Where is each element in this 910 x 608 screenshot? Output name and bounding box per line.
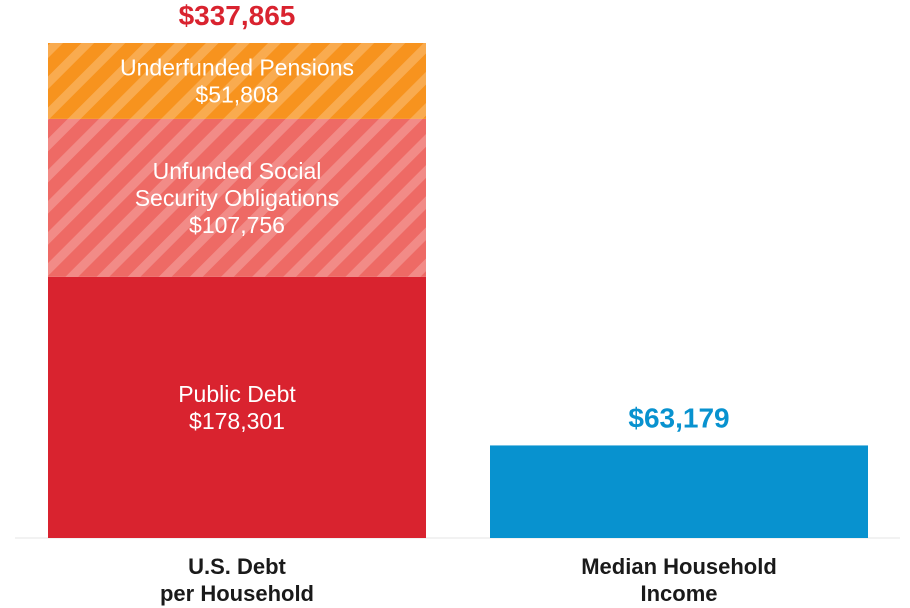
category-label-1-2: per Household (160, 581, 314, 606)
segment-label-unfunded-social-1: Unfunded Social (153, 158, 322, 184)
segment-label-public-debt-1: Public Debt (178, 381, 296, 407)
bar-segment-public-debt (48, 276, 426, 538)
total-label-2: $63,179 (628, 402, 729, 433)
bar-segment-bar-2 (490, 445, 868, 538)
bar-segment-stripes-underfunded-pensions (48, 43, 426, 119)
total-label-1: $337,865 (179, 0, 296, 31)
category-label-2-2: Income (640, 581, 717, 606)
segment-label-unfunded-social-2: Security Obligations (135, 185, 340, 211)
segment-label-underfunded-pensions-1: Underfunded Pensions (120, 54, 354, 80)
bar-segment-stripes-unfunded-social (48, 118, 426, 277)
category-label-1-1: U.S. Debt (188, 554, 286, 579)
category-label-2-1: Median Household (581, 554, 777, 579)
segment-label-unfunded-social-3: $107,756 (189, 212, 285, 238)
segment-label-public-debt-2: $178,301 (189, 408, 285, 434)
segment-label-underfunded-pensions-2: $51,808 (195, 81, 278, 107)
